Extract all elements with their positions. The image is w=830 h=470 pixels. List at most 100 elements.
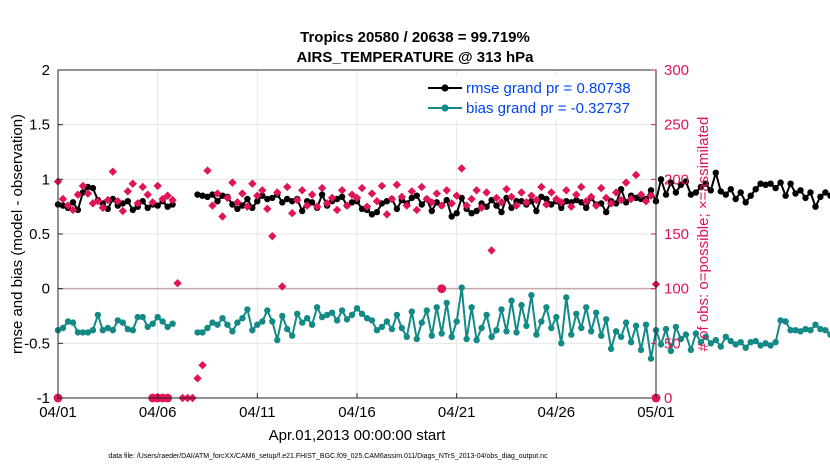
rmse-point (318, 191, 326, 198)
bias-point (657, 341, 665, 348)
bias-point (358, 310, 366, 317)
rmse-point (129, 206, 136, 214)
bias-point (104, 324, 112, 332)
bias-point (119, 319, 127, 326)
bias-point (827, 331, 830, 338)
bias-point (767, 342, 774, 349)
rmse-point (707, 187, 714, 194)
bias-point (259, 318, 266, 325)
bias-point (787, 327, 794, 334)
bias-point (149, 320, 156, 327)
x-tick-label: 04/21 (438, 404, 476, 421)
rmse-point (732, 195, 739, 203)
obs-assimilated-marker (362, 202, 372, 211)
rmse-point (89, 184, 97, 192)
bias-series-line (197, 286, 830, 360)
obs-assimilated-marker (148, 198, 157, 207)
rmse-point (513, 198, 520, 205)
obs-assimilated-marker (108, 167, 118, 176)
bias-point (194, 329, 201, 336)
bias-point (313, 304, 321, 311)
obs-assimilated-marker (432, 189, 441, 198)
obs-assimilated-marker (203, 166, 212, 175)
obs-assimilated-marker (263, 204, 272, 214)
bias-point (593, 309, 600, 316)
bias-point (239, 315, 246, 322)
rmse-point (657, 176, 665, 183)
bias-point (418, 319, 425, 326)
bias-point (807, 327, 814, 334)
rmse-point (612, 200, 620, 207)
obs-assimilated-marker (143, 190, 152, 199)
obs-assimilated-marker (601, 193, 611, 203)
obs-assimilated-marker (487, 246, 496, 255)
obs-assimilated-marker (482, 188, 491, 197)
rmse-point (662, 191, 670, 198)
legend-box (420, 76, 650, 120)
bias-point (533, 331, 540, 338)
bias-point (772, 339, 779, 346)
y-tick-label: 2 (42, 62, 50, 79)
bias-point (458, 284, 465, 291)
bias-point (722, 333, 729, 340)
bias-point (493, 327, 500, 334)
obs-assimilated-marker (223, 193, 232, 203)
rmse-point (269, 194, 276, 202)
rmse-point (538, 193, 545, 200)
rmse-point (448, 213, 455, 220)
rmse-point (558, 204, 565, 211)
bias-point (692, 330, 700, 337)
bias-point (159, 318, 166, 325)
legend-bias-marker (441, 104, 449, 112)
bias-point (224, 321, 231, 328)
rmse-point (373, 208, 381, 216)
rmse-point (757, 180, 764, 187)
bias-point (548, 324, 555, 332)
bias-point (473, 336, 480, 344)
obs-assimilated-marker (138, 182, 147, 192)
bias-point (777, 317, 784, 324)
obs-assimilated-marker (442, 186, 451, 195)
obs-assimilated-marker (123, 187, 132, 196)
bias-point (204, 324, 211, 332)
obs-assimilated-marker (397, 192, 407, 202)
x-axis-label: Apr.01,2013 00:00:00 start (269, 427, 447, 444)
bias-point (742, 344, 749, 351)
bias-point (543, 304, 550, 311)
y-tick-label: -0.5 (24, 335, 50, 352)
obs-assimilated-marker (63, 201, 73, 210)
rmse-point (164, 203, 171, 210)
bias-point (498, 306, 505, 313)
rmse-point (797, 187, 804, 194)
bias-point (747, 339, 754, 346)
y2-tick-label: 200 (664, 171, 689, 188)
bias-point (627, 339, 635, 346)
bias-point (817, 325, 824, 333)
bias-point (712, 336, 719, 344)
y2-tick-label: 100 (664, 281, 689, 298)
bias-point (642, 321, 650, 328)
rmse-point (304, 198, 311, 205)
obs-assimilated-marker (422, 194, 431, 204)
rmse-point (478, 200, 485, 207)
bias-point (169, 320, 176, 327)
rmse-point (752, 186, 759, 193)
rmse-point (722, 191, 729, 198)
obs-assimilated-marker (322, 199, 332, 208)
obs-assimilated-marker (312, 202, 322, 211)
rmse-point (677, 181, 685, 188)
rmse-point (199, 192, 206, 199)
y2-tick-label: 0 (664, 390, 672, 407)
tick-layer: 04/01 04/06 04/11 04/16 04/21 04/26 05/01 -1 -0.… (24, 62, 689, 421)
y-tick-label: 0 (42, 281, 50, 298)
y2-tick-label: 150 (664, 226, 689, 243)
obs-assimilated-marker (382, 210, 392, 219)
bias-point (244, 306, 251, 313)
bias-point (134, 313, 141, 321)
obs-assimilated-marker (327, 193, 337, 203)
obs-assimilated-marker (552, 194, 561, 204)
rmse-point (433, 199, 440, 206)
obs-assimilated-marker (352, 193, 362, 203)
obs-assimilated-marker (592, 201, 601, 210)
obs-assimilated-marker (198, 361, 207, 370)
